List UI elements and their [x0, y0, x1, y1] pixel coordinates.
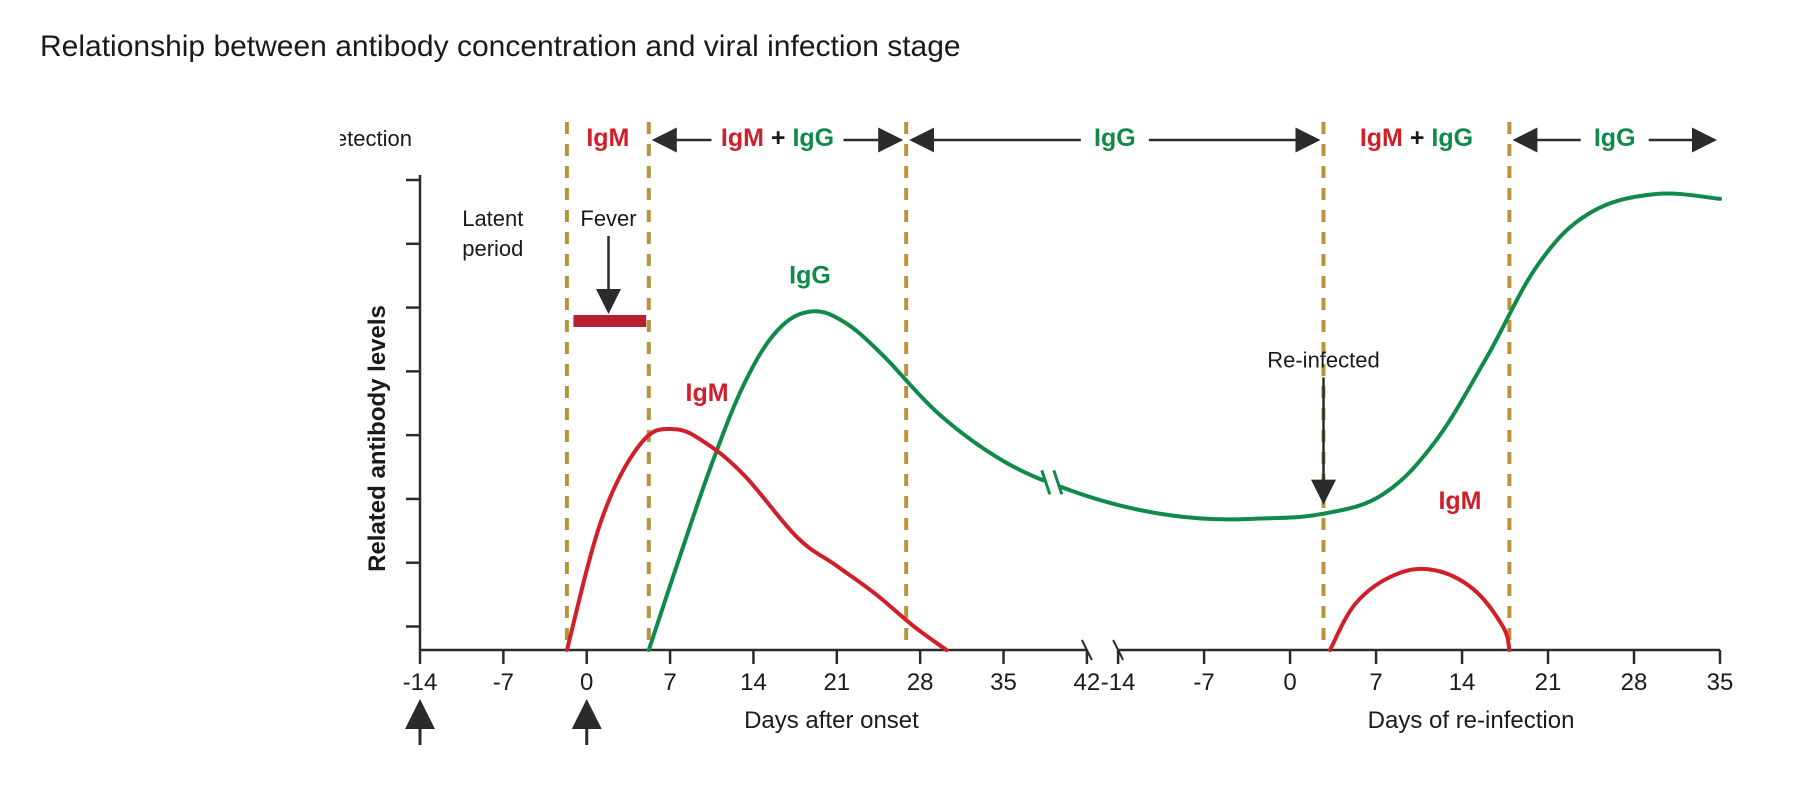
- svg-text:42: 42: [1074, 669, 1101, 696]
- svg-text:35: 35: [990, 669, 1017, 696]
- svg-text:Related antibody levels: Related antibody levels: [364, 305, 391, 572]
- svg-text:IgG: IgG: [789, 261, 831, 289]
- antibody-chart: Related antibody levels -14 -7 0 7 14 21 28 35 42…: [340, 100, 1760, 760]
- svg-text:Antibody detection: Antibody detection: [340, 126, 412, 151]
- svg-text:Latent: Latent: [462, 206, 523, 231]
- svg-text:IgG: IgG: [1594, 124, 1636, 152]
- svg-text:IgM + IgG: IgM + IgG: [721, 124, 834, 152]
- svg-text:0: 0: [1283, 669, 1296, 696]
- svg-text:Days of re-infection: Days of re-infection: [1368, 707, 1575, 734]
- svg-text:Days after onset: Days after onset: [744, 707, 919, 734]
- svg-text:21: 21: [1535, 669, 1562, 696]
- svg-text:21: 21: [823, 669, 850, 696]
- svg-text:-7: -7: [493, 669, 514, 696]
- svg-text:Re-infected: Re-infected: [1267, 347, 1380, 372]
- svg-text:28: 28: [907, 669, 934, 696]
- svg-text:-14: -14: [1101, 669, 1136, 696]
- page-title: Relationship between antibody concentrat…: [40, 30, 1768, 64]
- svg-text:IgM + IgG: IgM + IgG: [1360, 124, 1473, 152]
- svg-text:14: 14: [1449, 669, 1476, 696]
- svg-text:IgG: IgG: [1094, 124, 1136, 152]
- svg-text:-14: -14: [403, 669, 438, 696]
- svg-text:7: 7: [663, 669, 676, 696]
- svg-text:28: 28: [1621, 669, 1648, 696]
- svg-text:-7: -7: [1193, 669, 1214, 696]
- svg-text:period: period: [462, 236, 523, 261]
- svg-text:IgM: IgM: [686, 379, 729, 407]
- svg-text:IgM: IgM: [1438, 487, 1481, 515]
- svg-text:IgM: IgM: [586, 124, 629, 152]
- svg-text:35: 35: [1707, 669, 1734, 696]
- svg-text:Fever: Fever: [580, 206, 636, 231]
- svg-text:0: 0: [580, 669, 593, 696]
- svg-text:14: 14: [740, 669, 767, 696]
- svg-text:7: 7: [1369, 669, 1382, 696]
